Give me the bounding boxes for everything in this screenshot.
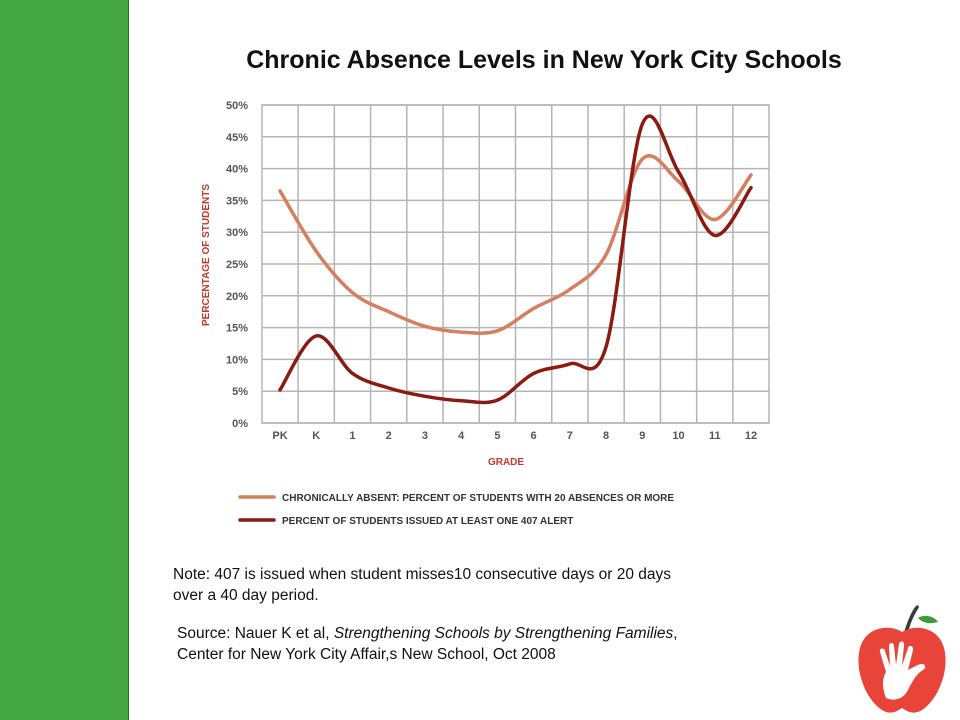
data-point-series-2	[496, 399, 499, 402]
y-tick-label: 25%	[226, 259, 248, 271]
y-tick-label: 30%	[226, 227, 248, 239]
data-point-series-2	[387, 387, 390, 390]
data-point-series-1	[532, 307, 535, 310]
data-point-series-1	[460, 331, 463, 334]
x-tick-label: 11	[709, 430, 721, 442]
x-tick-label: 1	[349, 430, 355, 442]
data-point-series-1	[387, 310, 390, 313]
data-point-series-1	[279, 189, 282, 192]
data-point-series-2	[713, 234, 716, 237]
x-tick-label: 7	[567, 430, 573, 442]
y-tick-label: 10%	[226, 354, 248, 366]
y-tick-label: 20%	[226, 291, 248, 303]
x-tick-label: 12	[745, 430, 757, 442]
data-point-series-2	[677, 170, 680, 173]
data-point-series-2	[315, 334, 318, 337]
legend-label: PERCENT OF STUDENTS ISSUED AT LEAST ONE …	[282, 516, 573, 527]
data-point-series-1	[677, 180, 680, 183]
data-point-series-2	[532, 372, 535, 375]
source-title: Strengthening Schools by Strengthening F…	[333, 625, 674, 642]
legend-label: CHRONICALLY ABSENT: PERCENT OF STUDENTS …	[282, 493, 674, 504]
data-point-series-2	[750, 186, 753, 189]
data-point-series-1	[713, 218, 716, 221]
apple-hand-icon	[858, 605, 946, 713]
source-citation: Source: Nauer K et al, Strengthening Sch…	[177, 623, 817, 665]
x-tick-label: 5	[494, 430, 500, 442]
x-tick-label: K	[312, 430, 320, 442]
y-tick-label: 45%	[226, 132, 248, 144]
data-point-series-1	[423, 325, 426, 328]
sidebar-band	[0, 0, 129, 720]
data-point-series-1	[351, 291, 354, 294]
data-point-series-1	[315, 250, 318, 253]
data-point-series-1	[641, 158, 644, 161]
data-point-series-2	[568, 362, 571, 365]
data-point-series-2	[351, 372, 354, 375]
data-point-series-2	[423, 395, 426, 398]
y-tick-label: 5%	[232, 386, 248, 398]
x-tick-label: 4	[458, 430, 465, 442]
source-prefix: Source: Nauer K et al,	[177, 625, 334, 642]
data-point-series-2	[460, 399, 463, 402]
data-point-series-2	[279, 388, 282, 391]
chart-note: Note: 407 is issued when student misses1…	[173, 564, 793, 606]
data-point-series-1	[605, 253, 608, 256]
y-axis-title: PERCENTAGE OF STUDENTS	[201, 184, 212, 326]
data-point-series-1	[568, 288, 571, 291]
source-suffix: ,	[673, 625, 678, 642]
x-tick-label: PK	[272, 430, 287, 442]
data-point-series-2	[641, 123, 644, 126]
x-tick-label: 2	[386, 430, 392, 442]
y-tick-label: 35%	[226, 195, 248, 207]
data-point-series-1	[496, 329, 499, 332]
series-line-2	[278, 114, 753, 405]
y-tick-label: 40%	[226, 164, 248, 176]
data-point-series-2	[605, 345, 608, 348]
x-tick-label: 6	[531, 430, 537, 442]
y-tick-label: 15%	[226, 323, 248, 335]
y-tick-label: 0%	[232, 418, 248, 430]
x-tick-label: 3	[422, 430, 428, 442]
series-line-1	[278, 154, 753, 335]
chart-note-line2: over a 40 day period.	[173, 587, 319, 604]
x-axis-title: GRADE	[488, 457, 524, 468]
data-point-series-1	[750, 173, 753, 176]
x-tick-label: 9	[639, 430, 645, 442]
source-line2: Center for New York City Affair,s New Sc…	[177, 646, 556, 663]
x-tick-label: 10	[672, 430, 684, 442]
page-title: Chronic Absence Levels in New York City …	[246, 46, 842, 74]
source-line1: Source: Nauer K et al, Strengthening Sch…	[177, 623, 817, 644]
chart-note-line1: Note: 407 is issued when student misses1…	[173, 566, 671, 583]
y-tick-label: 50%	[226, 100, 248, 112]
x-tick-label: 8	[603, 430, 609, 442]
